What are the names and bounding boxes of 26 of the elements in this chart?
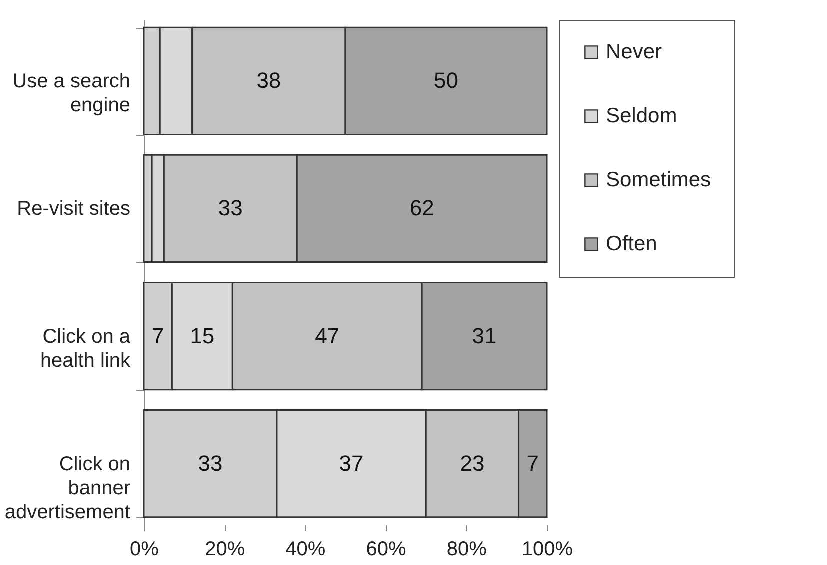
- data-label: 37: [339, 450, 364, 476]
- x-tick-label: 100%: [522, 538, 574, 560]
- data-label: 47: [315, 323, 340, 348]
- x-tick-label: 80%: [446, 538, 488, 560]
- x-tick-label: 60%: [366, 538, 407, 560]
- data-label: 38: [256, 68, 282, 94]
- data-label: 7: [526, 450, 540, 476]
- y-tick-label: Click on banner advertisement: [4, 453, 131, 524]
- data-label: 15: [190, 323, 215, 348]
- data-label: 33: [198, 450, 223, 476]
- data-label: 33: [218, 196, 243, 221]
- legend-label: Sometimes: [606, 168, 712, 192]
- y-tick-label: Click on a health link: [40, 326, 132, 372]
- y-tick-label: Re-visit sites: [17, 198, 130, 220]
- x-tick-label: 0%: [130, 538, 160, 560]
- data-label: 7: [152, 323, 164, 348]
- legend-label: Often: [606, 232, 658, 256]
- data-label: 62: [410, 196, 434, 221]
- data-label: 31: [472, 323, 497, 348]
- data-label: 50: [434, 68, 458, 94]
- data-label: 23: [460, 450, 485, 476]
- x-tick-label: 20%: [205, 538, 246, 560]
- legend-label: Never: [606, 40, 662, 64]
- y-tick-label: Use a search engine: [12, 70, 130, 117]
- legend-label: Seldom: [606, 104, 678, 128]
- x-tick-label: 40%: [286, 538, 326, 560]
